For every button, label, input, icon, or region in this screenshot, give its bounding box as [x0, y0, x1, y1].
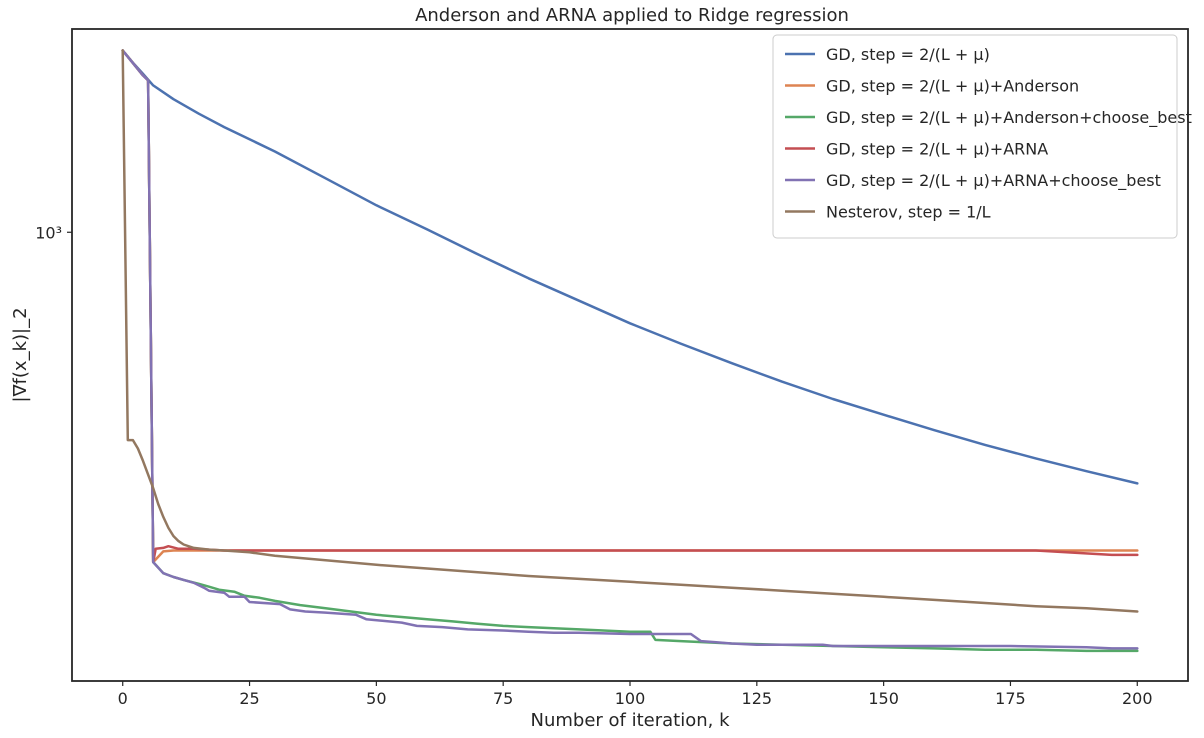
- x-tick-label: 75: [493, 689, 513, 708]
- x-axis: 0 25 50 75 100 125 150 175 200: [118, 681, 1153, 708]
- legend-entry-label: GD, step = 2/(L + μ)+Anderson+choose_bes…: [826, 108, 1192, 128]
- chart-title: Anderson and ARNA applied to Ridge regre…: [415, 5, 849, 26]
- legend-entry-label: GD, step = 2/(L + μ): [826, 45, 990, 64]
- x-tick-label: 200: [1122, 689, 1153, 708]
- y-axis: 10³: [35, 223, 72, 242]
- y-tick-label: 10³: [35, 223, 62, 242]
- x-tick-label: 150: [868, 689, 899, 708]
- legend: GD, step = 2/(L + μ) GD, step = 2/(L + μ)…: [772, 34, 1192, 239]
- series-line-1: [121, 49, 1139, 485]
- y-axis-label: |∇f(x_k)|_2: [10, 307, 31, 402]
- legend-box: [772, 34, 1178, 239]
- series-line-5: [121, 49, 1139, 650]
- legend-entry-label: GD, step = 2/(L + μ)+Anderson: [826, 77, 1079, 96]
- x-tick-label: 50: [366, 689, 386, 708]
- x-tick-label: 175: [995, 689, 1026, 708]
- legend-entry-label: GD, step = 2/(L + μ)+ARNA: [826, 140, 1048, 159]
- series-line-6: [121, 49, 1139, 613]
- x-tick-label: 0: [118, 689, 128, 708]
- legend-entry-label: GD, step = 2/(L + μ)+ARNA+choose_best: [826, 171, 1161, 191]
- series-layer: [121, 49, 1139, 653]
- x-axis-label: Number of iteration, k: [530, 710, 730, 731]
- legend-entry-label: Nesterov, step = 1/L: [826, 203, 991, 222]
- x-tick-label: 100: [615, 689, 646, 708]
- x-tick-label: 25: [239, 689, 259, 708]
- x-tick-label: 125: [742, 689, 773, 708]
